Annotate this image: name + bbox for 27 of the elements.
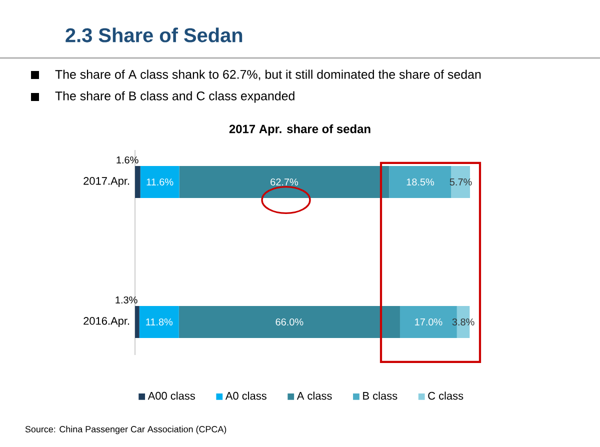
- text: The share of A class shank to 62.7%, but it still dominated the share of sedan: [55, 70, 481, 80]
- legend-label: A00 class: [148, 392, 195, 400]
- y-tick-label: 2016.Apr.: [84, 317, 130, 327]
- legend-label: A0 class: [225, 392, 266, 400]
- data-label: 18.5%: [406, 178, 434, 186]
- data-label: 1.3%: [116, 296, 138, 304]
- chart-title: 2.3 Share of Sedan: [66, 28, 242, 42]
- text: The share of B class and C class expanded: [55, 91, 294, 103]
- legend-label: C class: [428, 392, 464, 400]
- chart-subtitle: 2017 Apr. share of sedan: [229, 124, 370, 136]
- legend-label: A class: [296, 392, 332, 400]
- bar: [139, 306, 179, 338]
- data-label: 1.6%: [116, 156, 138, 164]
- y-tick-label: 2017.Apr.: [84, 177, 130, 187]
- bar: [178, 306, 400, 338]
- legend-label: B class: [363, 392, 398, 400]
- bar: [389, 166, 452, 198]
- data-label: 11.6%: [146, 178, 174, 186]
- bar: [179, 166, 390, 198]
- bar: [135, 306, 140, 338]
- data-label: 62.7%: [270, 178, 298, 186]
- data-label: 17.0%: [415, 318, 442, 326]
- data-label: 11.8%: [146, 318, 173, 326]
- bar: [140, 166, 180, 198]
- data-label: 66.0%: [276, 318, 304, 326]
- bar: [135, 166, 140, 198]
- source-note: Source: China Passenger Car Association (CPCA): [25, 426, 226, 434]
